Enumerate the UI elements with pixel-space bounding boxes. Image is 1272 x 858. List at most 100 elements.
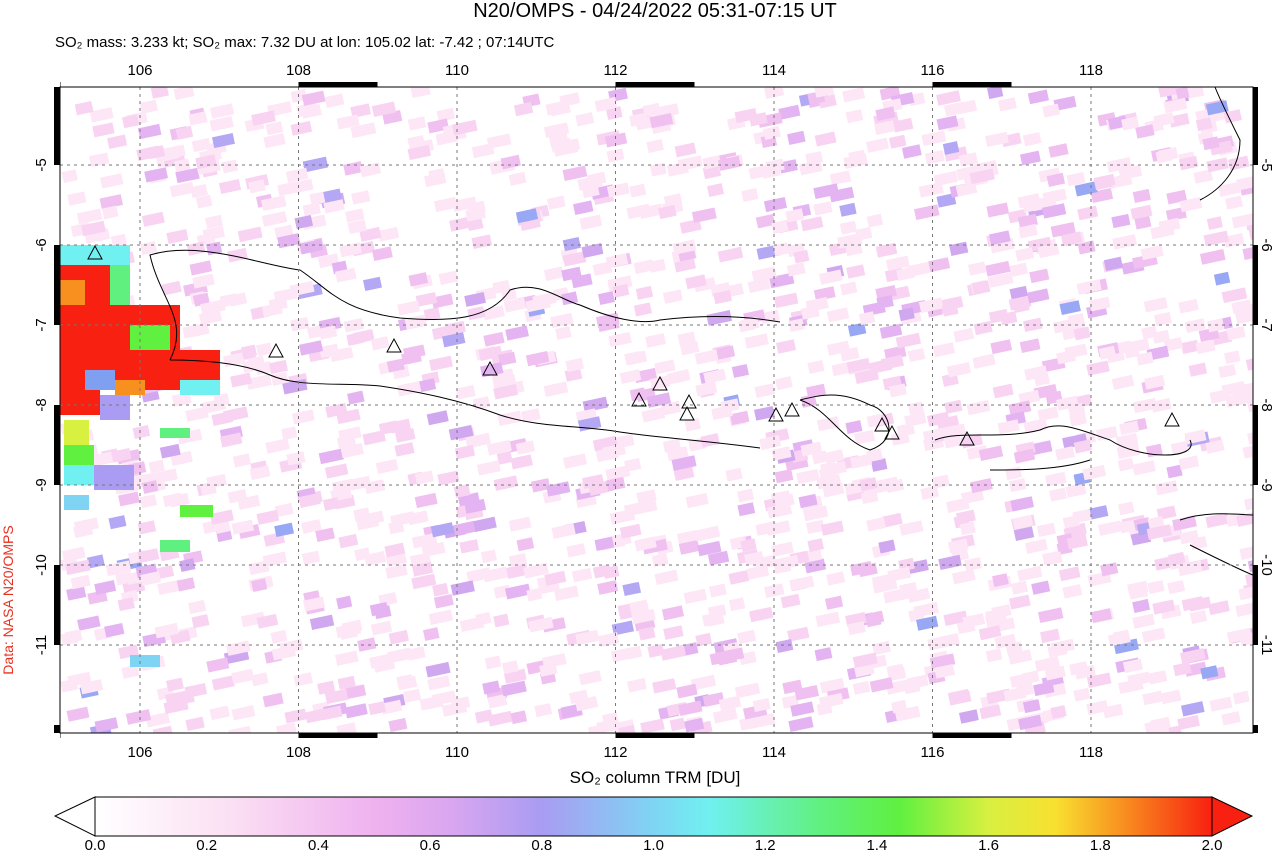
pixel (1011, 580, 1029, 595)
pixel (515, 440, 535, 455)
pixel (759, 435, 782, 451)
pixel (649, 112, 674, 129)
pixel (575, 112, 595, 127)
pixel (1166, 464, 1183, 479)
frame-bar (615, 733, 695, 738)
pixel (895, 332, 922, 349)
pixel (223, 406, 249, 423)
pixel (936, 90, 961, 106)
pixel (1177, 714, 1200, 730)
pixel (684, 417, 701, 432)
pixel (107, 134, 128, 150)
pixel (1115, 432, 1139, 449)
pixel (175, 167, 200, 184)
frame-bar (1253, 405, 1258, 485)
pixel (66, 586, 87, 601)
pixel (1048, 487, 1068, 502)
pixel (189, 260, 213, 276)
pixel (553, 585, 579, 602)
pixel (888, 383, 907, 398)
pixel (350, 475, 372, 491)
pixel (1037, 243, 1060, 259)
pixel (819, 269, 843, 285)
pixel (866, 610, 885, 625)
pixel (503, 297, 527, 313)
pixel (294, 214, 314, 230)
pixel (702, 692, 725, 707)
pixel (894, 705, 921, 722)
pixel (646, 138, 664, 153)
lon-tick-label: 110 (445, 744, 469, 761)
pixel (612, 283, 630, 298)
pixel (1022, 132, 1042, 147)
pixel (1102, 703, 1124, 719)
pixel (622, 581, 642, 597)
pixel (936, 115, 959, 131)
pixel (321, 705, 343, 721)
pixel (498, 351, 517, 366)
pixel (960, 489, 985, 505)
pixel (344, 703, 368, 719)
pixel (397, 300, 421, 316)
pixel (755, 213, 776, 229)
pixel (633, 302, 652, 317)
pixel (187, 322, 210, 338)
pixel (598, 632, 620, 647)
colorbar-tick-label: 0.2 (196, 837, 217, 853)
pixel (173, 87, 195, 100)
pixel (150, 87, 169, 99)
pixel (606, 148, 625, 163)
colorbar-tick-label: 1.8 (1090, 837, 1111, 853)
pixel (325, 402, 348, 418)
pixel (357, 637, 377, 652)
pixel (1100, 562, 1119, 577)
lon-tick-label: 118 (1079, 744, 1103, 761)
pixel (826, 571, 846, 586)
pixel (882, 512, 903, 528)
pixel (298, 340, 324, 356)
frame-bar (60, 82, 61, 87)
pixel (1206, 216, 1223, 230)
pixel (876, 476, 899, 492)
pixel (1073, 439, 1092, 454)
pixel (1224, 350, 1241, 365)
pixel (471, 143, 495, 159)
pixel (91, 451, 114, 467)
pixel (1074, 181, 1098, 197)
pixel (852, 652, 878, 669)
pixel (649, 162, 667, 177)
pixel (528, 616, 554, 633)
pixel (782, 679, 803, 695)
pixel (1231, 212, 1253, 229)
pixel (985, 131, 1009, 148)
colorbar-high-arrow (1211, 796, 1254, 837)
frame-bar (1253, 565, 1258, 645)
subtitle: SO₂ mass: 3.233 kt; SO₂ max: 7.32 DU at … (55, 34, 555, 51)
pixel (255, 342, 273, 357)
pixel (985, 260, 1011, 277)
pixel (1163, 97, 1188, 114)
pixel (729, 410, 750, 426)
pixel (322, 497, 340, 511)
pixel (191, 137, 211, 153)
lat-tick-label: -8 (1258, 398, 1272, 411)
pixel (261, 195, 287, 212)
pixel (231, 705, 256, 721)
pixel (166, 677, 184, 692)
pixel (694, 349, 719, 365)
pixel (663, 625, 684, 640)
pixel (414, 492, 438, 509)
pixel (431, 293, 454, 309)
pixel (896, 422, 916, 437)
pixel (685, 492, 709, 509)
pixel (771, 541, 794, 557)
pixel (476, 460, 501, 476)
pixel (1060, 231, 1083, 247)
pixel (394, 428, 416, 443)
pixel (1118, 501, 1135, 516)
pixel (774, 468, 794, 484)
pixel (850, 453, 873, 469)
pixel (86, 554, 105, 569)
lat-tick-label: -6 (1258, 238, 1272, 251)
pixel (1167, 580, 1186, 595)
